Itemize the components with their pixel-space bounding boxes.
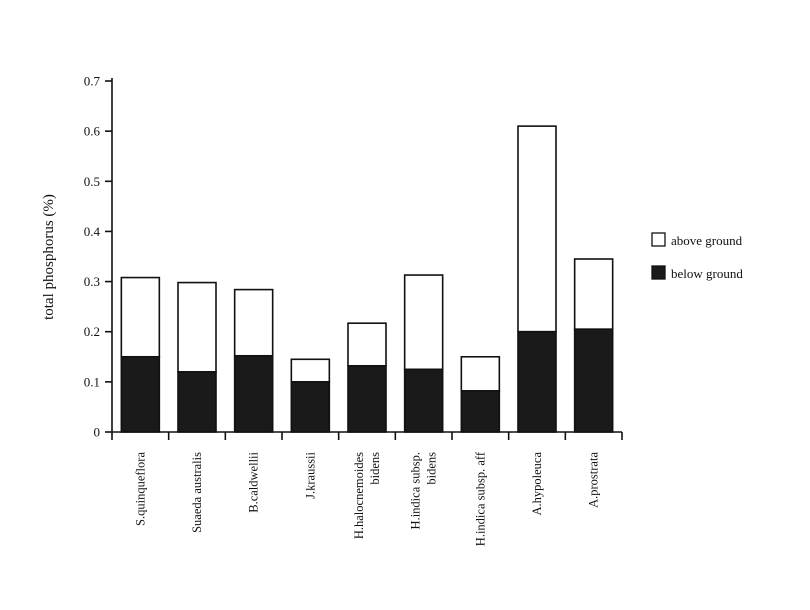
bar-above-ground xyxy=(233,288,274,357)
bar-above-ground xyxy=(177,281,217,373)
category-label: H.halocnemoides xyxy=(352,452,366,539)
x-axis xyxy=(111,431,623,440)
category-label: H.indica subsp. xyxy=(409,452,423,529)
bar-below-ground xyxy=(120,355,161,433)
category-label: B.caldwellii xyxy=(247,451,261,512)
category-label: Suaeda australis xyxy=(190,452,204,533)
y-tick-label: 0.5 xyxy=(84,174,100,189)
y-axis: 0 0.1 0.2 0.3 0.4 0.5 0.6 0.7 xyxy=(84,74,113,440)
bar-above-ground xyxy=(460,355,501,392)
y-tick-label: 0.4 xyxy=(84,224,101,239)
bars xyxy=(120,125,614,433)
bar-above-ground xyxy=(120,276,161,358)
y-tick-label: 0.7 xyxy=(84,74,101,89)
y-tick-label: 0.2 xyxy=(84,324,100,339)
y-tick-label: 0 xyxy=(94,425,101,440)
bar-above-ground xyxy=(290,358,331,383)
bar-below-ground xyxy=(233,354,274,433)
category-label: J.kraussii xyxy=(303,451,317,498)
legend-label: below ground xyxy=(671,266,743,281)
y-tick-label: 0.6 xyxy=(84,124,101,139)
bar-above-ground xyxy=(517,125,557,333)
bar-above-ground xyxy=(347,322,387,367)
bar-below-ground xyxy=(573,328,614,433)
legend-swatch xyxy=(651,265,666,280)
category-label: A.prostrata xyxy=(587,452,601,508)
category-label: A.hypoleuca xyxy=(530,452,544,516)
legend-swatch xyxy=(651,232,666,247)
y-axis-title: total phosphorus (%) xyxy=(41,194,57,320)
legend-label: above ground xyxy=(671,233,743,248)
bar-below-ground xyxy=(177,371,217,433)
bar-below-ground xyxy=(347,365,387,433)
category-label: bidens xyxy=(368,452,382,485)
bar-above-ground xyxy=(403,274,444,371)
y-tick-label: 0.1 xyxy=(84,374,100,389)
legend: above ground below ground xyxy=(651,232,743,281)
category-label: bidens xyxy=(425,452,439,485)
category-label: H.indica subsp. aff xyxy=(473,451,487,546)
y-tick-label: 0.3 xyxy=(84,274,100,289)
bar-below-ground xyxy=(517,330,557,433)
bar-above-ground xyxy=(573,258,614,331)
bar-below-ground xyxy=(290,381,331,433)
category-label: S.quinqueflora xyxy=(133,452,147,526)
category-labels: S.quinqueflora Suaeda australis B.caldwell… xyxy=(133,451,600,546)
bar-below-ground xyxy=(460,390,501,433)
bar-below-ground xyxy=(403,368,444,433)
